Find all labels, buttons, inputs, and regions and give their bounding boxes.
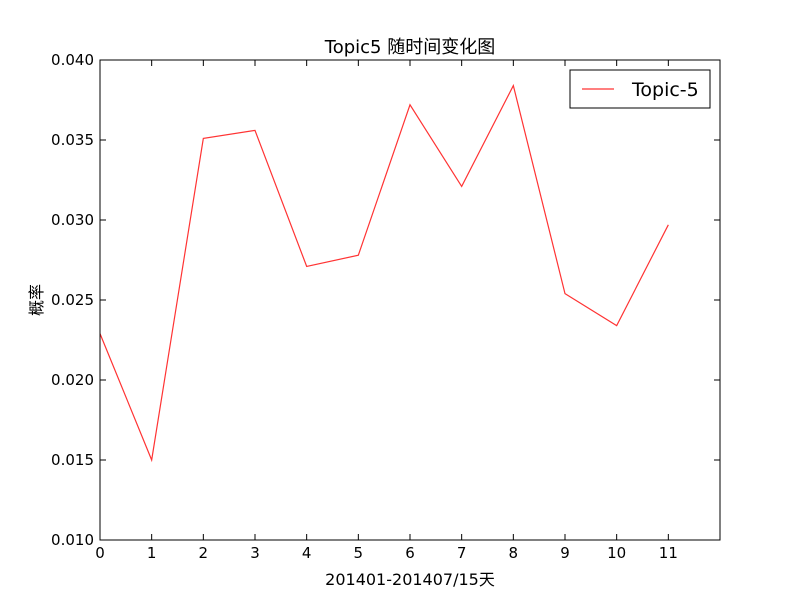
x-tick-label: 2 bbox=[199, 544, 209, 562]
x-tick-label: 11 bbox=[659, 544, 678, 562]
y-tick-label: 0.030 bbox=[51, 211, 94, 229]
x-tick-label: 1 bbox=[147, 544, 157, 562]
y-tick-label: 0.035 bbox=[51, 131, 94, 149]
legend: Topic-5 bbox=[569, 69, 711, 109]
x-axis-label: 201401-201407/15天 bbox=[325, 570, 495, 589]
x-tick-label: 4 bbox=[302, 544, 312, 562]
x-tick-label: 9 bbox=[560, 544, 570, 562]
y-axis-label: 概率 bbox=[27, 284, 46, 316]
axis-ticks: 0 1 2 3 4 5 6 7 8 9 10 11 0.010 0.015 0.020 0.025 0.030 0… bbox=[51, 51, 720, 562]
y-tick-label: 0.020 bbox=[51, 371, 94, 389]
series-line-0 bbox=[99, 83, 669, 463]
legend-entry-topic-5: Topic-5 bbox=[631, 79, 699, 101]
chart-title: Topic5 随时间变化图 bbox=[324, 37, 495, 58]
x-tick-label: 8 bbox=[509, 544, 519, 562]
series-lines bbox=[99, 83, 669, 463]
x-tick-label: 3 bbox=[250, 544, 260, 562]
plot-frame bbox=[99, 59, 721, 541]
y-tick-label: 0.025 bbox=[51, 291, 94, 309]
x-tick-label: 7 bbox=[457, 544, 467, 562]
y-tick-label: 0.040 bbox=[51, 51, 94, 69]
x-tick-label: 6 bbox=[405, 544, 415, 562]
x-tick-label: 0 bbox=[95, 544, 105, 562]
y-tick-label: 0.010 bbox=[51, 531, 94, 549]
y-tick-label: 0.015 bbox=[51, 451, 94, 469]
x-tick-label: 5 bbox=[354, 544, 364, 562]
x-tick-label: 10 bbox=[607, 544, 626, 562]
